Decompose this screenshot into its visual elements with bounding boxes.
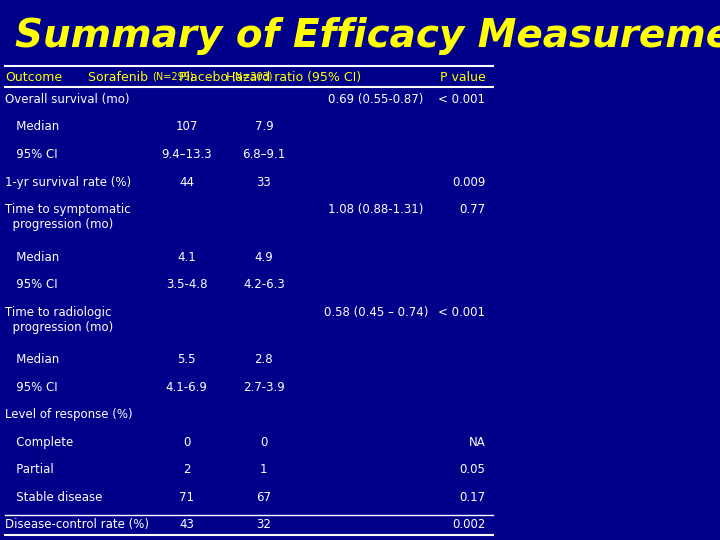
Text: 0.009: 0.009: [452, 176, 485, 188]
Text: 4.1: 4.1: [177, 251, 196, 264]
Text: 3.5-4.8: 3.5-4.8: [166, 278, 207, 291]
Text: 0: 0: [260, 436, 268, 449]
Text: 0.58 (0.45 – 0.74): 0.58 (0.45 – 0.74): [324, 306, 428, 319]
Text: Outcome: Outcome: [5, 71, 62, 84]
Text: < 0.001: < 0.001: [438, 306, 485, 319]
Text: 44: 44: [179, 176, 194, 188]
Text: 6.8–9.1: 6.8–9.1: [242, 148, 286, 161]
Text: Median: Median: [5, 251, 59, 264]
Text: Summary of Efficacy Measurement: Summary of Efficacy Measurement: [15, 17, 720, 55]
Text: (N=299): (N=299): [152, 71, 194, 82]
Text: Sorafenib: Sorafenib: [88, 71, 152, 84]
Text: Median: Median: [5, 120, 59, 133]
Text: 67: 67: [256, 491, 271, 504]
Text: 33: 33: [256, 176, 271, 188]
Text: 0.002: 0.002: [452, 518, 485, 531]
Text: 1: 1: [260, 463, 268, 476]
Text: Overall survival (mo): Overall survival (mo): [5, 93, 130, 106]
Text: 32: 32: [256, 518, 271, 531]
Text: 5.5: 5.5: [177, 353, 196, 366]
Text: 0: 0: [183, 436, 190, 449]
Text: 95% CI: 95% CI: [5, 148, 58, 161]
Text: 0.17: 0.17: [459, 491, 485, 504]
Text: 4.9: 4.9: [254, 251, 274, 264]
Text: < 0.001: < 0.001: [438, 93, 485, 106]
Text: Time to symptomatic
  progression (mo): Time to symptomatic progression (mo): [5, 203, 130, 231]
Text: Placebo: Placebo: [179, 71, 232, 84]
Text: 107: 107: [176, 120, 198, 133]
Text: Median: Median: [5, 353, 59, 366]
Text: Disease-control rate (%): Disease-control rate (%): [5, 518, 149, 531]
Text: 0.05: 0.05: [459, 463, 485, 476]
Text: NA: NA: [469, 436, 485, 449]
Text: 71: 71: [179, 491, 194, 504]
Text: Level of response (%): Level of response (%): [5, 408, 132, 421]
Text: Hazard ratio (95% CI): Hazard ratio (95% CI): [226, 71, 361, 84]
Text: 9.4–13.3: 9.4–13.3: [161, 148, 212, 161]
Text: 95% CI: 95% CI: [5, 381, 58, 394]
Text: Complete: Complete: [5, 436, 73, 449]
Text: Stable disease: Stable disease: [5, 491, 102, 504]
Text: 1.08 (0.88-1.31): 1.08 (0.88-1.31): [328, 203, 423, 216]
Text: 1-yr survival rate (%): 1-yr survival rate (%): [5, 176, 131, 188]
Text: P value: P value: [440, 71, 485, 84]
Text: 2.7-3.9: 2.7-3.9: [243, 381, 284, 394]
Text: 43: 43: [179, 518, 194, 531]
Text: 7.9: 7.9: [254, 120, 274, 133]
Text: 0.77: 0.77: [459, 203, 485, 216]
Text: 4.1-6.9: 4.1-6.9: [166, 381, 207, 394]
Text: 2.8: 2.8: [255, 353, 273, 366]
Text: 4.2-6.3: 4.2-6.3: [243, 278, 284, 291]
Text: Time to radiologic
  progression (mo): Time to radiologic progression (mo): [5, 306, 113, 334]
Text: 95% CI: 95% CI: [5, 278, 58, 291]
Text: 0.69 (0.55-0.87): 0.69 (0.55-0.87): [328, 93, 423, 106]
Text: 2: 2: [183, 463, 191, 476]
Text: (N=303): (N=303): [232, 71, 273, 82]
Text: Partial: Partial: [5, 463, 54, 476]
